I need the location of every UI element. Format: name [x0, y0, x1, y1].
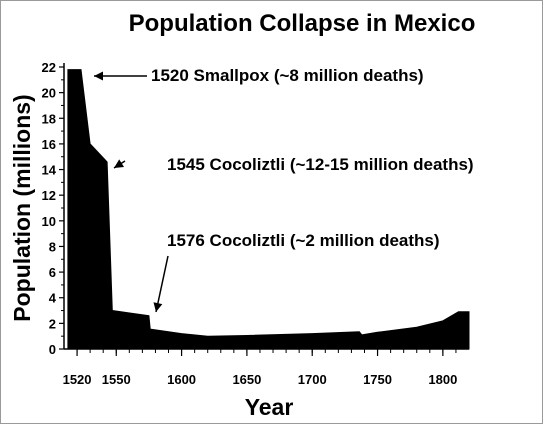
arrow-smallpox-head: [94, 71, 103, 81]
x-tick-label-1550: 1550: [102, 372, 131, 387]
x-tick-label-1520: 1520: [63, 372, 92, 387]
annotation-cocoliztli-1576: 1576 Cocoliztli (~2 million deaths): [167, 231, 440, 250]
y-tick-label-14: 14: [42, 163, 57, 178]
x-axis-title: Year: [245, 394, 294, 420]
y-axis-title: Population (millions): [9, 94, 35, 321]
population-area: [67, 69, 470, 350]
annotation-cocoliztli-1545: 1545 Cocoliztli (~12-15 million deaths): [167, 155, 474, 174]
y-tick-label-0: 0: [49, 342, 56, 357]
y-tick-label-18: 18: [42, 111, 56, 126]
y-tick-label-16: 16: [42, 137, 56, 152]
y-tick-label-2: 2: [49, 316, 56, 331]
arrow-cocoliztli-1545-head: [114, 159, 124, 168]
y-tick-label-6: 6: [49, 265, 56, 280]
x-tick-label-1600: 1600: [167, 372, 196, 387]
annotation-layer: 1520 Smallpox (~8 million deaths) 1545 C…: [151, 66, 474, 250]
y-tick-label-4: 4: [49, 291, 57, 306]
annotation-smallpox-1520: 1520 Smallpox (~8 million deaths): [151, 66, 424, 85]
x-tick-label-1650: 1650: [232, 372, 261, 387]
y-tick-label-12: 12: [42, 188, 56, 203]
x-tick-label-1750: 1750: [363, 372, 392, 387]
arrow-cocoliztli-1576-shaft: [155, 255, 169, 313]
x-tick-label-1700: 1700: [298, 372, 327, 387]
y-tick-label-8: 8: [49, 239, 56, 254]
y-tick-label-22: 22: [42, 60, 56, 75]
arrow-cocoliztli-1576-head: [153, 302, 163, 312]
plot-area: 0 2 4 6 8 10 12 14 16 18 20 22 1520 1550 1600 1650 1700 1…: [42, 60, 470, 387]
chart-title: Population Collapse in Mexico: [129, 10, 476, 37]
x-tick-label-1800: 1800: [428, 372, 457, 387]
y-tick-label-10: 10: [42, 214, 56, 229]
y-tick-label-20: 20: [42, 86, 56, 101]
